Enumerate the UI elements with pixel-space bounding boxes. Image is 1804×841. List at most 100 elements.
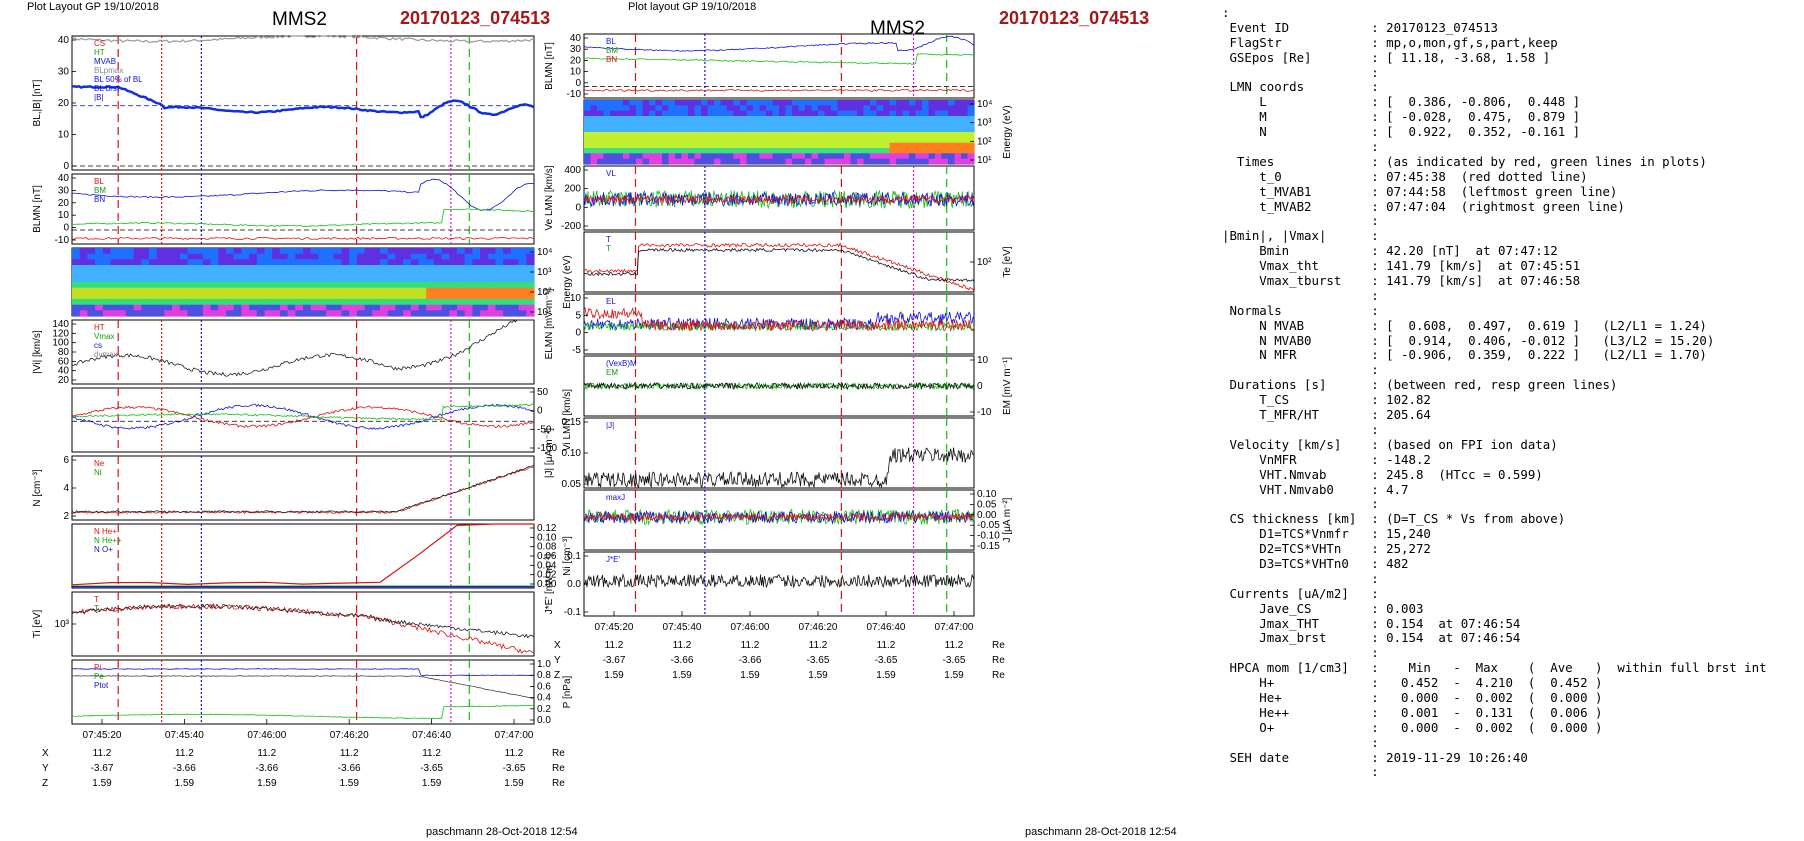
electron-spectrogram-cell (850, 148, 858, 154)
panel-frame (583, 33, 975, 99)
right-jlmn-tick-label: 0.10 (977, 489, 997, 500)
electron-spectrogram-cell (662, 142, 670, 149)
electron-spectrogram-cell (623, 142, 631, 149)
ion-spectrogram-cell (172, 293, 181, 300)
electron-spectrogram-cell (857, 158, 865, 165)
electron-spectrogram-cell (811, 158, 819, 165)
left-p-tick-label: 1.0 (537, 659, 551, 670)
ion-spectrogram-cell (95, 282, 104, 289)
electron-spectrogram-cell (941, 121, 949, 128)
electron-spectrogram-cell (928, 142, 936, 149)
electron-spectrogram-cell (688, 121, 696, 128)
electron-spectrogram-cell (636, 110, 644, 117)
ion-spectrogram-cell (387, 270, 396, 277)
ion-spectrogram-cell (303, 282, 312, 289)
electron-spectrogram-cell (753, 105, 761, 112)
electron-spectrogram-cell (642, 158, 650, 165)
left-pos-value: 1.59 (257, 778, 277, 789)
electron-spectrogram-cell (857, 148, 865, 154)
right-pos-unit: Re (992, 655, 1005, 666)
ion-spectrogram-cell (503, 293, 512, 300)
electron-spectrogram-cell (733, 121, 741, 128)
electron-spectrogram-cell (694, 132, 702, 138)
electron-spectrogram-cell (688, 137, 696, 144)
electron-spectrogram-cell (681, 137, 689, 144)
ion-spectrogram-cell (272, 276, 281, 283)
electron-spectrogram-cell (649, 121, 657, 128)
right-pos-value: -3.65 (943, 655, 966, 666)
electron-spectrogram-cell (928, 148, 936, 154)
ion-spectrogram-cell (72, 276, 81, 283)
electron-spectrogram-cell (636, 153, 644, 160)
info-line: D2=TCS*VHTn : 25,272 (1222, 541, 1431, 557)
electron-spectrogram-cell (772, 148, 780, 154)
ion-spectrogram-cell (487, 287, 497, 294)
electron-spectrogram-cell (837, 100, 845, 106)
ion-spectrogram-cell (256, 304, 266, 311)
electron-spectrogram-cell (662, 153, 670, 160)
right-jlmn-tick-label: -0.05 (977, 520, 1000, 531)
info-line: Bmin : 42.20 [nT] at 07:47:12 (1222, 243, 1558, 259)
electron-spectrogram-cell (922, 126, 930, 133)
right-pos-value: -3.67 (603, 655, 626, 666)
te-par-trace (583, 247, 975, 283)
ion-spectrogram-cell (518, 287, 527, 294)
ion-spectrogram-cell (172, 270, 181, 277)
electron-spectrogram-cell (798, 100, 806, 106)
electron-spectrogram-cell (883, 100, 891, 106)
ion-spectrogram-cell (441, 253, 450, 260)
ion-spectrogram-cell (133, 265, 142, 272)
electron-spectrogram-cell (655, 110, 663, 117)
ion-spectrogram-cell (72, 299, 81, 306)
ion-spectrogram-cell (433, 259, 443, 266)
ion-spectrogram-cell (480, 270, 489, 277)
ion-spectrogram-cell (187, 304, 196, 311)
electron-spectrogram-cell (792, 158, 800, 165)
electron-spectrogram-cell (922, 105, 930, 112)
ion-spectrogram-cell (487, 265, 497, 272)
electron-spectrogram-cell (707, 148, 715, 154)
ion-spectrogram-cell (264, 304, 273, 311)
electron-spectrogram-cell (883, 132, 891, 138)
electron-spectrogram-cell (857, 116, 865, 122)
ion-spectrogram-cell (72, 310, 81, 317)
electron-spectrogram-cell (610, 110, 618, 117)
electron-spectrogram-cell (694, 110, 702, 117)
electron-spectrogram-cell (681, 100, 689, 106)
ion-spectrogram-cell (218, 248, 227, 255)
electron-spectrogram-cell (636, 126, 644, 133)
electron-spectrogram-cell (941, 158, 949, 165)
ion-spectrogram-cell (372, 248, 381, 255)
electron-spectrogram-cell (837, 116, 845, 122)
ion-spectrogram-cell (387, 304, 396, 311)
ion-spectrogram-cell (256, 259, 266, 266)
ion-spectrogram-cell (480, 248, 489, 255)
ion-spectrogram-cell (210, 287, 219, 294)
ion-spectrogram-cell (464, 299, 473, 306)
ion-spectrogram-cell (487, 248, 497, 255)
ion-spectrogram-cell (333, 276, 343, 283)
ion-spectrogram-cell (333, 299, 343, 306)
ion-spectrogram-cell (118, 287, 127, 294)
electron-spectrogram-cell (889, 158, 897, 165)
ion-spectrogram-cell (518, 310, 527, 317)
electron-spectrogram-cell (597, 132, 605, 138)
electron-spectrogram-cell (681, 121, 689, 128)
electron-spectrogram-cell (766, 158, 774, 165)
electron-spectrogram-cell (837, 142, 845, 149)
right-blmn-tick-label: -10 (567, 89, 582, 100)
left-nheavy-tick-label: 0.04 (537, 560, 557, 571)
ion-spectrogram-cell (87, 287, 96, 294)
left-pos-value: 1.59 (422, 778, 442, 789)
ion-spectrogram-cell (472, 310, 481, 317)
electron-spectrogram-cell (746, 137, 754, 144)
ion-spectrogram-cell (426, 293, 435, 300)
ion-spectrogram-cell (226, 270, 235, 277)
electron-spectrogram-cell (870, 105, 878, 112)
left-b-legend-entry: MVAB (94, 57, 116, 66)
ion-spectrogram-cell (172, 282, 181, 289)
right-pos-value: -3.65 (875, 655, 898, 666)
info-line: VHT.Nmvab : 245.8 (HTcc = 0.599) (1222, 466, 1543, 482)
ion-spectrogram-cell (303, 248, 312, 255)
electron-spectrogram-cell (701, 158, 709, 165)
